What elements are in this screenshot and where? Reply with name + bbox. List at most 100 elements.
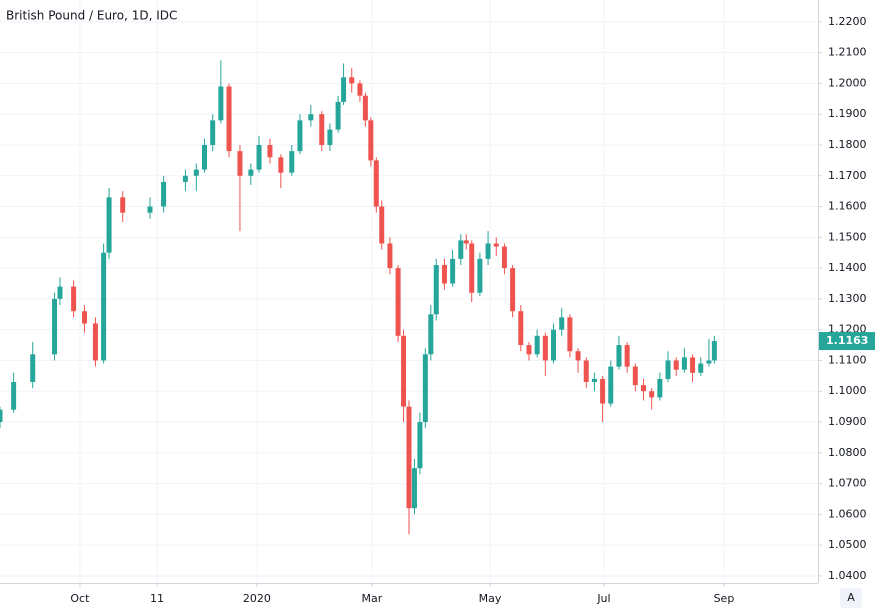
candle-body bbox=[534, 335, 540, 355]
candle-body bbox=[600, 378, 606, 404]
candle-body bbox=[632, 366, 638, 386]
x-tick-label: Jul bbox=[596, 592, 610, 605]
y-tick-label: 1.1700 bbox=[828, 169, 867, 182]
candle-body bbox=[469, 243, 475, 293]
candle-body bbox=[308, 114, 314, 121]
y-tick-label: 1.1900 bbox=[828, 107, 867, 120]
x-tick-label: May bbox=[479, 592, 502, 605]
candle-body bbox=[417, 422, 423, 469]
candle-body bbox=[120, 197, 126, 213]
chart-title: British Pound / Euro, 1D, IDC bbox=[6, 9, 177, 23]
candle-body bbox=[387, 243, 393, 269]
candle-body bbox=[106, 197, 112, 253]
candle-body bbox=[401, 335, 407, 407]
candle-body bbox=[182, 175, 188, 182]
y-tick-label: 1.0500 bbox=[828, 538, 867, 551]
y-tick-label: 1.1800 bbox=[828, 138, 867, 151]
x-tick-label: Oct bbox=[70, 592, 90, 605]
candle-body bbox=[248, 169, 254, 176]
candle-body bbox=[349, 77, 355, 84]
candle-body bbox=[657, 378, 663, 398]
candle-body bbox=[373, 160, 379, 207]
candle-body bbox=[665, 360, 671, 379]
y-tick-label: 1.1300 bbox=[828, 292, 867, 305]
candle-body bbox=[30, 354, 36, 382]
y-tick-label: 1.0800 bbox=[828, 446, 867, 459]
candle-body bbox=[551, 329, 557, 361]
candle-body bbox=[542, 335, 548, 361]
candle-body bbox=[463, 240, 469, 244]
candle-body bbox=[327, 129, 333, 145]
y-tick-label: 1.2100 bbox=[828, 46, 867, 59]
candle-body bbox=[411, 468, 417, 509]
candle-body bbox=[92, 323, 98, 361]
candle-body bbox=[501, 246, 507, 269]
candle-body bbox=[297, 120, 303, 152]
candle-body bbox=[335, 101, 341, 130]
y-tick-label: 1.0400 bbox=[828, 569, 867, 582]
candle-body bbox=[493, 243, 499, 247]
candle-body bbox=[341, 77, 347, 102]
candle-body bbox=[52, 298, 58, 355]
candle-body bbox=[368, 120, 374, 161]
candle-body bbox=[583, 360, 589, 382]
candle-body bbox=[218, 86, 224, 121]
candle-body bbox=[477, 258, 483, 293]
candle-body bbox=[649, 391, 655, 398]
candle-body bbox=[428, 314, 434, 355]
y-tick-label: 1.1500 bbox=[828, 230, 867, 243]
y-tick-label: 1.1100 bbox=[828, 353, 867, 366]
y-tick-label: 1.1000 bbox=[828, 384, 867, 397]
candle-body bbox=[681, 357, 687, 370]
candle-body bbox=[82, 311, 88, 324]
candle-body bbox=[379, 206, 385, 244]
candle-body bbox=[640, 385, 646, 392]
candle-body bbox=[591, 378, 597, 382]
candle-body bbox=[193, 169, 199, 176]
candle-body bbox=[575, 351, 581, 361]
candle-body bbox=[406, 406, 412, 509]
candle-body bbox=[616, 345, 622, 367]
candle-body bbox=[485, 243, 491, 259]
candle-body bbox=[395, 268, 401, 336]
y-tick-label: 1.0900 bbox=[828, 415, 867, 428]
candle-body bbox=[441, 265, 447, 284]
y-tick-label: 1.0700 bbox=[828, 477, 867, 490]
last-price-label: 1.1163 bbox=[826, 334, 868, 347]
candle-body bbox=[526, 345, 532, 355]
candle-body bbox=[278, 157, 284, 173]
labels: 1.0400 1.0500 1.0600 1.0700 1.0800 1.0900 1.10… bbox=[70, 15, 875, 605]
y-tick-label: 1.1400 bbox=[828, 261, 867, 274]
candle-body bbox=[433, 265, 439, 315]
candle-body bbox=[202, 144, 207, 170]
candle-body bbox=[518, 311, 524, 346]
candle-body bbox=[706, 360, 712, 364]
candle-body bbox=[57, 286, 63, 299]
y-tick-label: 1.0600 bbox=[828, 507, 867, 520]
candle-body bbox=[422, 354, 428, 423]
candle-body bbox=[624, 345, 630, 367]
candle-body bbox=[210, 120, 216, 145]
candle-body bbox=[256, 144, 262, 170]
candle-body bbox=[11, 381, 17, 410]
y-tick-label: 1.1600 bbox=[828, 200, 867, 213]
candle-body bbox=[450, 258, 456, 284]
candle-body bbox=[289, 151, 295, 173]
y-tick-label: 1.2000 bbox=[828, 76, 867, 89]
candle-body bbox=[267, 144, 273, 158]
x-tick-label: Sep bbox=[714, 592, 735, 605]
auto-scale-button[interactable] bbox=[840, 588, 862, 608]
candle-body bbox=[237, 151, 243, 176]
candle-body bbox=[71, 286, 77, 312]
x-tick-label: 11 bbox=[150, 592, 164, 605]
x-tick-label: 2020 bbox=[243, 592, 271, 605]
candle-body bbox=[226, 86, 232, 152]
candle-body bbox=[161, 181, 167, 207]
candle-body bbox=[147, 206, 153, 213]
auto-scale-label[interactable]: A bbox=[847, 591, 855, 604]
x-tick-label: Mar bbox=[362, 592, 383, 605]
grid bbox=[0, 0, 818, 583]
candles bbox=[0, 60, 717, 535]
candle-body bbox=[608, 366, 614, 404]
